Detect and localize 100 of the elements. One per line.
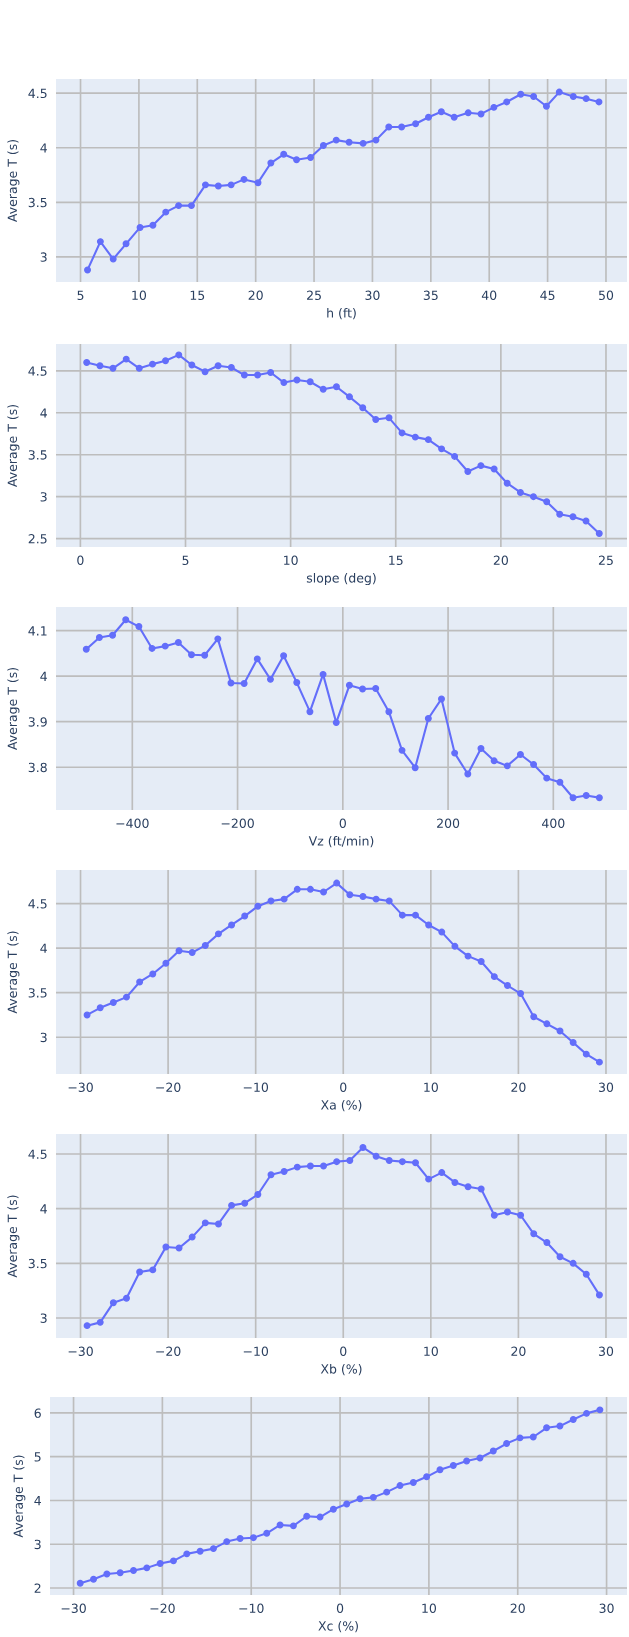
point [346,1157,354,1165]
point [438,445,446,453]
point [385,123,393,131]
point [320,1162,328,1170]
point [333,879,341,887]
point [293,679,301,687]
point [569,1416,577,1423]
point [477,1185,485,1193]
x-axis-title: Xa (%) [320,1100,362,1112]
point [530,92,538,100]
point [109,255,117,263]
point [409,1479,417,1486]
point [412,120,420,128]
point [477,958,485,965]
point [149,1266,157,1274]
point [359,892,367,900]
point [254,179,262,187]
point [196,1547,204,1555]
point [503,1208,511,1216]
point [490,757,498,765]
point [236,1535,244,1543]
y-tick-label: 2.5 [28,534,47,544]
x-tick-label: 30 [599,1603,614,1614]
point [346,393,353,401]
point [582,1050,590,1058]
point [490,973,498,981]
point [156,1560,164,1567]
point [162,208,170,216]
point [516,1434,524,1442]
y-tick-label: 3.5 [28,450,47,460]
point [143,1564,151,1572]
point [517,1211,525,1219]
point [83,358,91,366]
y-tick-label: 3.5 [28,988,47,998]
x-tick-label: 200 [437,818,460,829]
point [319,385,327,393]
point [543,1239,551,1247]
point [187,202,195,210]
point [423,1473,431,1481]
point [398,746,406,754]
point [595,530,603,538]
point [332,136,340,144]
point [170,1557,177,1565]
point [83,1322,91,1330]
point [254,371,262,379]
y-tick-label: 5 [34,1452,41,1462]
point [289,1522,297,1530]
point [595,1058,603,1066]
x-tick-label: −20 [150,1603,175,1614]
y-tick-label: 3.5 [28,1258,47,1269]
x-tick-label: 20 [493,555,508,566]
x-tick-label: 30 [598,1346,614,1357]
point [424,436,432,444]
x-tick-label: 0 [340,1082,347,1093]
y-tick-label: 3 [40,1313,47,1323]
point [359,685,367,693]
point [529,1433,537,1441]
point [569,513,577,521]
x-tick-label: 30 [365,290,380,301]
point [569,1039,577,1047]
point [556,510,564,518]
y-tick-label: 4 [40,143,47,153]
point [96,1004,104,1012]
point [477,745,485,753]
x-tick-label: 20 [511,1082,526,1093]
point [276,1521,284,1529]
y-axis-title: Average T (s) [13,1455,26,1538]
point [293,885,301,893]
x-axis-title: slope (deg) [306,572,376,586]
point [267,159,275,167]
x-tick-label: 50 [598,290,614,301]
x-tick-label: 10 [132,290,147,301]
point [595,794,603,802]
point [372,685,380,692]
point [227,181,235,189]
point [116,1569,124,1577]
point [103,1570,111,1578]
point [490,465,498,473]
x-tick-label: 25 [307,290,321,301]
point [84,266,92,274]
y-tick-label: 3 [40,1032,47,1043]
point [425,921,433,929]
point [293,1163,301,1171]
x-tick-label: 400 [542,818,565,829]
point [450,113,458,121]
point [319,142,327,150]
point [411,433,419,441]
x-tick-label: 35 [423,290,438,301]
point [582,1270,590,1278]
x-tick-label: 20 [511,1346,526,1357]
x-tick-label: −10 [239,1603,264,1614]
point [477,110,485,118]
y-tick-label: 2 [34,1583,41,1593]
point [122,355,130,363]
point [451,942,459,950]
x-tick-label: −20 [156,1346,181,1357]
point [398,429,406,437]
point [490,1211,498,1219]
point [263,1529,271,1537]
point [123,993,130,1001]
